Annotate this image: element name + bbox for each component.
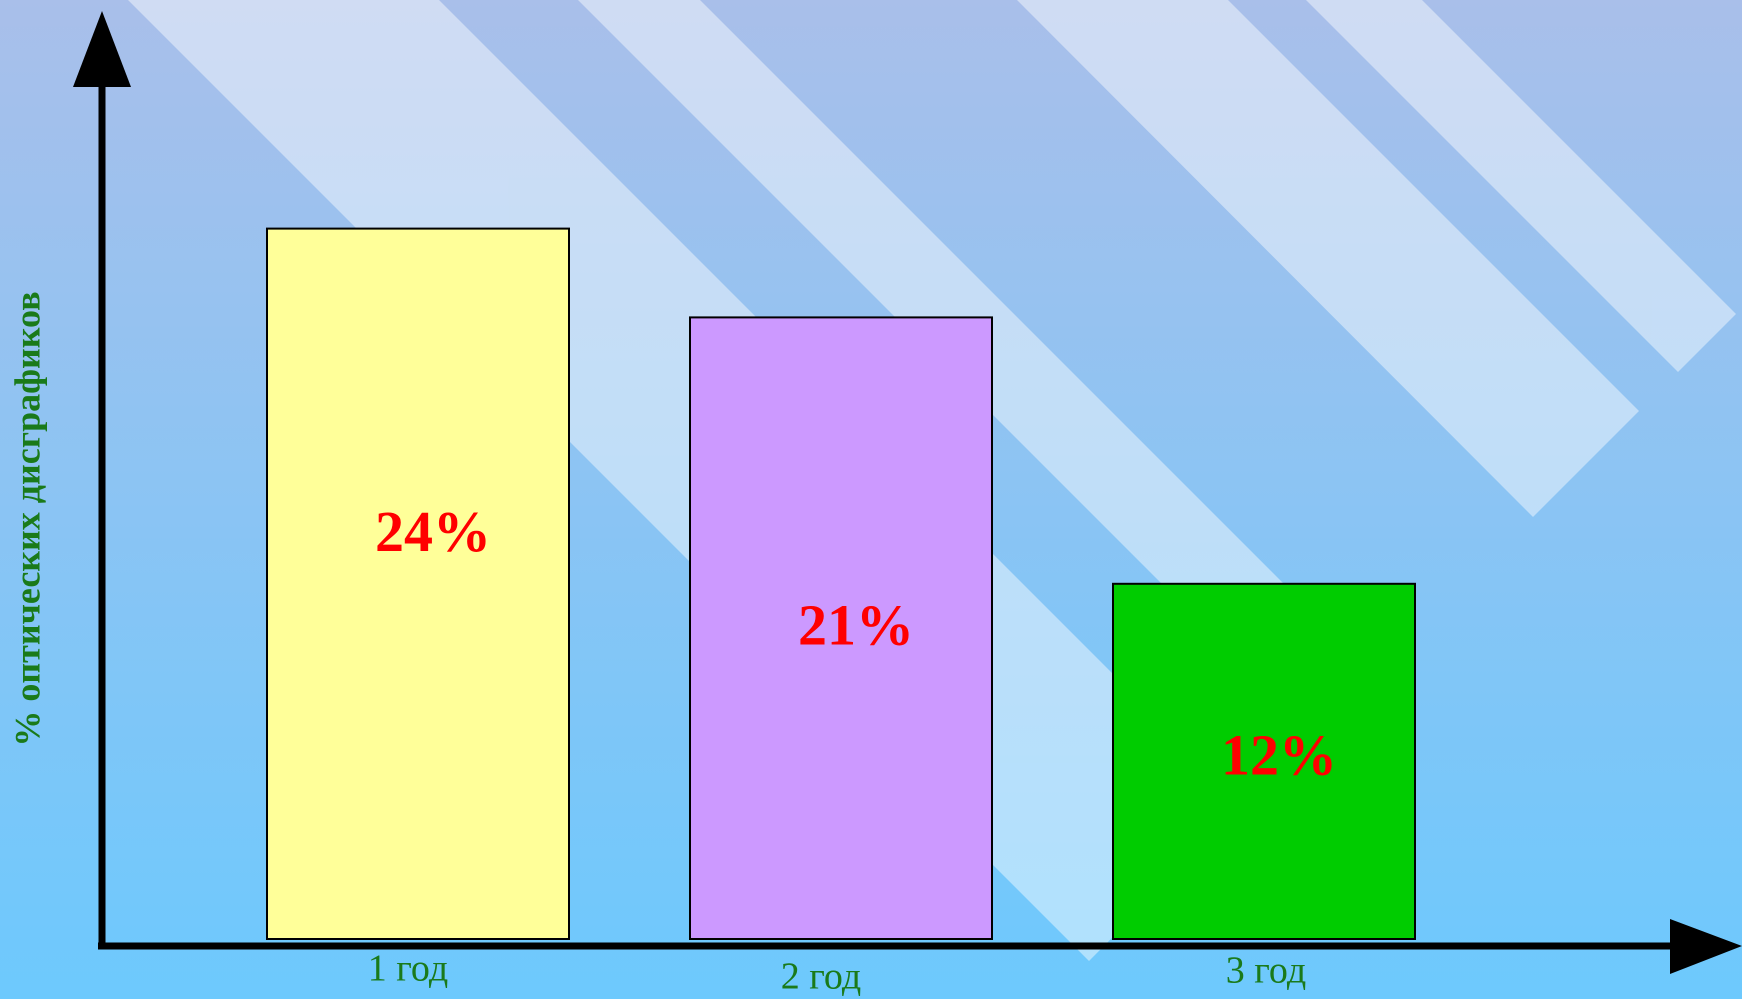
x-axis-arrow [1670, 919, 1742, 974]
bar [1112, 582, 1416, 940]
x-tick-label: 2 год [781, 956, 861, 998]
value-label: 12% [1221, 723, 1337, 788]
value-label: 24% [375, 499, 491, 564]
bar [266, 227, 570, 941]
bar [689, 316, 993, 940]
y-axis-arrow [73, 11, 131, 87]
stripe [1306, 0, 1736, 372]
x-tick-label: 1 год [368, 948, 448, 990]
y-axis-title: % оптических дисграфиков [7, 291, 47, 746]
value-label: 21% [798, 593, 914, 658]
stripe [1017, 0, 1639, 517]
x-tick-label: 3 год [1226, 950, 1306, 992]
